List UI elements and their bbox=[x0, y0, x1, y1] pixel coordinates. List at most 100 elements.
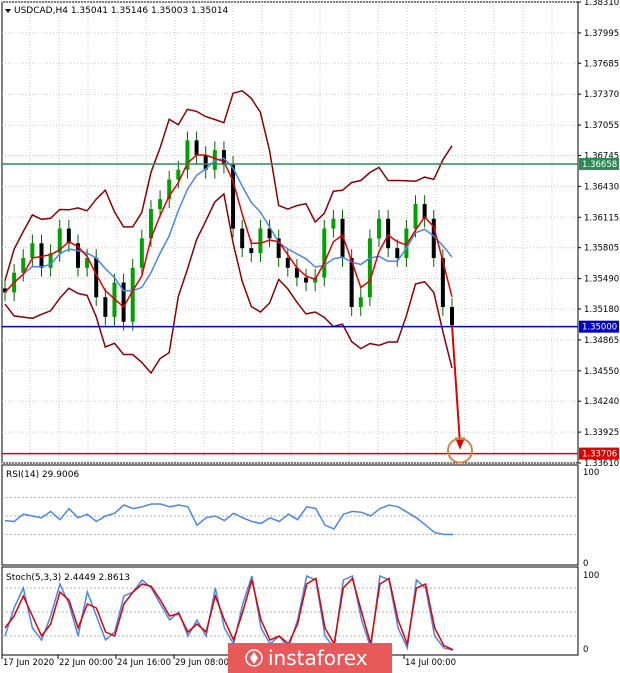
y-tick-label: 1.36430 bbox=[584, 182, 619, 192]
candle-body bbox=[167, 179, 172, 200]
candle-body bbox=[21, 258, 26, 273]
candle-body bbox=[404, 228, 409, 259]
level-label: 1.36658 bbox=[582, 160, 617, 170]
y-tick-label: 1.37685 bbox=[584, 59, 619, 69]
stoch-lines bbox=[4, 574, 454, 651]
candle-body bbox=[176, 169, 181, 180]
y-tick-label: 1.35805 bbox=[584, 244, 619, 254]
candle-body bbox=[185, 140, 190, 170]
fast-ma-line bbox=[4, 154, 453, 309]
indicator-line bbox=[4, 574, 454, 651]
candle-body bbox=[422, 204, 427, 219]
lower-band-line bbox=[4, 192, 453, 375]
candle-body bbox=[331, 218, 336, 229]
candle-body bbox=[276, 238, 281, 259]
y-tick-label: 1.38310 bbox=[584, 0, 619, 8]
candle-body bbox=[450, 307, 454, 326]
x-tick-label: 29 Jun 08:00 bbox=[175, 658, 229, 668]
dropdown-triangle-icon[interactable] bbox=[5, 9, 11, 13]
x-tick-label: 24 Jun 16:00 bbox=[117, 658, 171, 668]
level-label-bg bbox=[579, 320, 619, 333]
candle-body bbox=[386, 218, 391, 249]
y-tick-label: 1.35490 bbox=[584, 275, 619, 285]
y-tick-label: 1.33610 bbox=[584, 459, 619, 469]
watermark-text: instaforex bbox=[268, 646, 368, 670]
candle-body bbox=[395, 248, 400, 259]
candle-body bbox=[349, 258, 354, 308]
rsi-tick-max: 100 bbox=[583, 468, 599, 478]
candle-body bbox=[231, 164, 236, 229]
candle-body bbox=[212, 150, 217, 170]
candle-body bbox=[322, 228, 327, 278]
y-tick-label: 1.37995 bbox=[584, 29, 619, 39]
candle-body bbox=[304, 277, 309, 283]
rsi-line bbox=[4, 503, 454, 536]
candle-body bbox=[358, 297, 363, 308]
candle-body bbox=[66, 228, 71, 244]
candle-body bbox=[440, 258, 445, 308]
candle-body bbox=[258, 228, 263, 254]
candle-body bbox=[75, 243, 80, 268]
y-tick-label: 1.35180 bbox=[584, 305, 619, 315]
indicator-line bbox=[4, 576, 454, 651]
stoch-tick-max: 100 bbox=[583, 571, 599, 581]
y-tick-label: 1.36745 bbox=[584, 152, 619, 162]
watermark-logo-icon bbox=[245, 649, 263, 667]
candle-body bbox=[94, 258, 99, 298]
candle-body bbox=[377, 218, 382, 239]
candle-body bbox=[3, 288, 7, 293]
level-label-bg bbox=[579, 158, 619, 171]
candle-body bbox=[240, 228, 245, 249]
rsi-tick-min: 0 bbox=[583, 559, 588, 569]
candle-body bbox=[267, 228, 272, 239]
candle-body bbox=[48, 253, 53, 268]
candle-body bbox=[285, 258, 290, 268]
time-axis: 17 Jun 2020 22 Jun 00:00 24 Jun 16:00 29 Ju… bbox=[1, 655, 456, 668]
price-axis: 1.38310 1.37995 1.37685 1.37370 1.37055 1.367… bbox=[578, 0, 619, 469]
candle-body bbox=[158, 199, 163, 209]
x-tick-label: 22 Jun 00:00 bbox=[59, 658, 113, 668]
main-chart-title: USDCAD,H4 1.35041 1.35146 1.35003 1.3501… bbox=[14, 6, 229, 16]
candle-body bbox=[121, 282, 126, 322]
stoch-title: Stoch(5,3,3) 2.4449 2.8613 bbox=[6, 573, 130, 583]
candle-body bbox=[139, 238, 144, 268]
candle-body bbox=[340, 218, 345, 259]
main-gridlines bbox=[2, 1, 578, 464]
upper-band-line bbox=[4, 89, 453, 281]
stoch-tick-min: 0 bbox=[583, 645, 588, 655]
y-tick-label: 1.36115 bbox=[584, 213, 619, 223]
candle-body bbox=[148, 208, 153, 239]
arrow-head-icon bbox=[455, 437, 465, 450]
y-tick-label: 1.34550 bbox=[584, 367, 619, 377]
forecast-arrow bbox=[447, 325, 473, 464]
candle-body bbox=[85, 258, 90, 268]
candlesticks bbox=[3, 131, 454, 335]
main-pane-frame bbox=[1, 1, 579, 464]
level-label-bg bbox=[579, 447, 619, 460]
x-tick-label: 17 Jun 2020 bbox=[3, 658, 54, 668]
candle-body bbox=[221, 150, 226, 165]
level-label: 1.33706 bbox=[582, 450, 617, 460]
candle-body bbox=[431, 218, 436, 259]
target-circle-icon bbox=[447, 437, 473, 464]
candle-body bbox=[130, 267, 135, 322]
y-tick-label: 1.33925 bbox=[584, 428, 619, 438]
candle-body bbox=[30, 243, 35, 259]
candle-body bbox=[57, 228, 62, 254]
candle-body bbox=[413, 204, 418, 229]
bollinger-bands bbox=[4, 89, 453, 375]
price-levels: 1.36658 1.35000 1.33706 bbox=[2, 158, 619, 460]
candle-body bbox=[294, 267, 299, 278]
candle-body bbox=[194, 140, 199, 156]
forecast-line bbox=[451, 325, 461, 444]
level-label: 1.35000 bbox=[582, 323, 617, 333]
x-tick-label: 14 Jul 00:00 bbox=[405, 658, 456, 668]
y-tick-label: 1.34240 bbox=[584, 397, 619, 407]
y-tick-label: 1.37370 bbox=[584, 90, 619, 100]
indicator-line bbox=[4, 503, 454, 536]
candle-body bbox=[367, 238, 372, 298]
candle-body bbox=[39, 243, 44, 268]
candle-body bbox=[103, 297, 108, 317]
y-tick-label: 1.34865 bbox=[584, 336, 619, 346]
